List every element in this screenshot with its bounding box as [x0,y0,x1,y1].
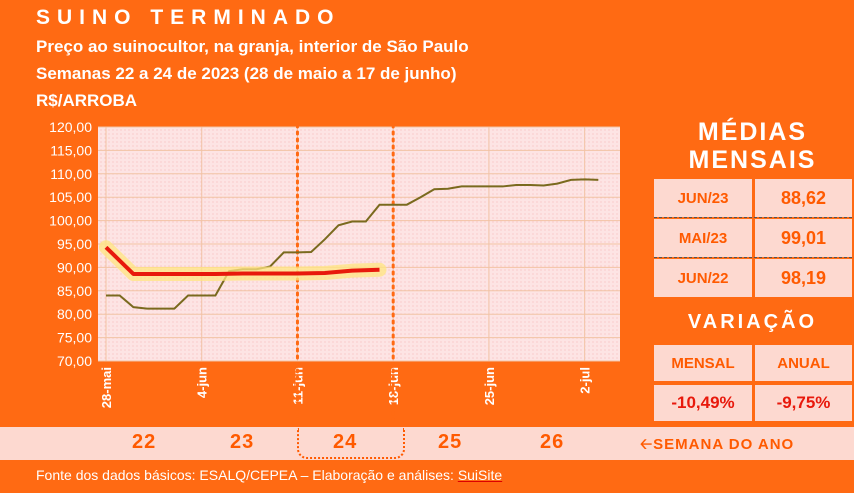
divider [654,217,852,218]
week-24: 24 [333,431,358,453]
avg-row-1-label: JUN/23 [654,179,752,217]
y-tick-label: 110,00 [50,166,92,182]
x-tick-label: 25-jun [482,367,497,405]
y-tick-label: 120,00 [49,119,92,135]
series-line-current [104,245,380,276]
y-tick-label: 100,00 [49,213,92,229]
week-26: 26 [540,431,565,453]
anual-label: ANUAL [755,345,852,381]
footer-source: Fonte dos dados básicos: ESALQ/CEPEA – E… [36,467,458,483]
avg-row-1-value: 88,62 [755,179,852,217]
y-tick-label: 95,00 [57,236,92,252]
week-22: 22 [132,431,157,453]
variacao-title: VARIAÇÃO [687,310,818,333]
anual-value: -9,75% [755,385,852,421]
week-23: 23 [230,431,255,453]
avg-row-2-label: MAI/23 [654,219,752,257]
y-tick-label: 70,00 [57,353,92,369]
y-tick-label: 105,00 [49,189,92,205]
subtitle-location: Preço ao suinocultor, na granja, interio… [36,37,469,56]
arrow-left-icon: 🡠 [640,436,654,453]
series-lines [99,178,599,310]
header: SUINO TERMINADO Preço ao suinocultor, na… [0,0,854,116]
week-axis-label: 🡠SEMANA DO ANO [640,434,794,459]
avg-row-2-value: 99,01 [755,219,852,257]
week-bar: 22 23 24 25 26 🡠SEMANA DO ANO [0,427,854,460]
avg-row-3-label: JUN/22 [654,259,752,297]
week-axis-label-text: SEMANA DO ANO [653,436,795,453]
divider [654,257,852,258]
page-title: SUINO TERMINADO [36,6,341,29]
subtitle-period: Semanas 22 a 24 de 2023 (28 de maio a 17… [36,64,457,83]
x-tick-label: 4-jun [195,367,210,398]
mensal-value: -10,49% [654,385,752,421]
chart-svg: 70,00 75,00 80,00 85,00 90,00 95,00 100,00 105,… [49,119,620,426]
avg-row-3-value: 98,19 [755,259,852,297]
footer: Fonte dos dados básicos: ESALQ/CEPEA – E… [36,467,502,483]
current-week-highlight [297,428,405,459]
y-axis: 70,00 75,00 80,00 85,00 90,00 95,00 100,00 105,… [49,119,92,369]
medias-title-2: MENSAIS [688,145,817,174]
y-tick-label: 80,00 [57,306,92,322]
series-line-previous-year [106,178,599,310]
price-chart: 70,00 75,00 80,00 85,00 90,00 95,00 100,00 105,… [0,117,648,426]
x-tick-label: 2-jul [578,367,593,394]
y-tick-label: 75,00 [57,330,92,346]
monthly-averages-panel: MÉDIAS MENSAIS JUN/23 88,62 MAI/23 99,01… [651,117,854,424]
week-25: 25 [438,431,463,453]
y-tick-label: 85,00 [57,283,92,299]
x-tick-label: 28-mai [99,367,114,408]
y-tick-label: 115,00 [50,142,92,158]
mensal-label: MENSAL [654,345,752,381]
medias-title-1: MÉDIAS [697,117,808,146]
footer-brand: SuiSite [457,467,503,483]
y-tick-label: 90,00 [57,259,92,275]
subtitle-unit: R$/ARROBA [36,91,138,110]
